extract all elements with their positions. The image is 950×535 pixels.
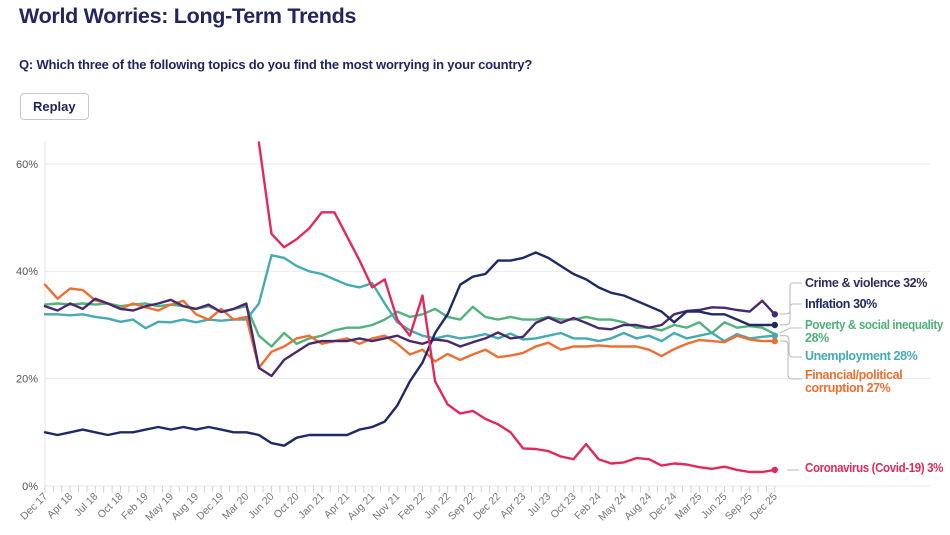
series-line-crime-violence bbox=[43, 297, 776, 378]
x-tick-label: May 24 bbox=[596, 491, 629, 524]
series-end-label: Inflation 30% bbox=[805, 297, 877, 311]
x-tick-label: Aug 19 bbox=[169, 491, 201, 523]
series-end-dot bbox=[771, 466, 778, 474]
x-tick-label: Dec 22 bbox=[471, 491, 503, 523]
x-tick-label: Apr 18 bbox=[45, 491, 75, 521]
series-end-label: Unemployment 28% bbox=[805, 349, 918, 363]
y-tick-label: 60% bbox=[16, 159, 38, 171]
x-tick-label: Dec 17 bbox=[18, 491, 50, 523]
x-tick-label: May 19 bbox=[143, 491, 176, 524]
series-end-dot bbox=[771, 337, 778, 345]
label-leader-lines bbox=[779, 282, 802, 471]
x-tick-label: Dec 19 bbox=[194, 491, 226, 523]
x-tick-label: Oct 20 bbox=[271, 491, 301, 521]
y-gridlines bbox=[45, 163, 930, 487]
series-end-dot bbox=[771, 321, 778, 329]
series-line-poverty-social-inequality bbox=[43, 302, 776, 348]
x-tick-label: Sep 25 bbox=[723, 491, 755, 523]
series-line-inflation bbox=[43, 251, 776, 447]
series-end-labels: Crime & violence 32% Inflation 30% Poverty… bbox=[805, 276, 944, 475]
x-tick-label: Mar 25 bbox=[673, 491, 705, 523]
page-title: World Worries: Long-Term Trends bbox=[19, 4, 357, 28]
replay-button[interactable]: Replay bbox=[20, 93, 89, 120]
series-line-unemployment bbox=[43, 254, 776, 343]
series-end-label: Crime & violence 32% bbox=[805, 276, 927, 290]
x-tick-label: Sep 22 bbox=[446, 491, 478, 523]
series-line-coronavirus-covid-19- bbox=[257, 141, 776, 474]
y-axis-labels: 0% 20% 40% 60% bbox=[16, 159, 38, 493]
x-tick-label: Apr 23 bbox=[498, 491, 528, 521]
series-line-financial-political-corruption bbox=[43, 283, 776, 370]
series-end-label: corruption 27% bbox=[805, 381, 891, 395]
y-tick-label: 0% bbox=[22, 481, 38, 493]
x-tick-label: Feb 22 bbox=[396, 491, 428, 523]
x-tick-label: Jun 20 bbox=[246, 491, 277, 522]
x-tick-label: Mar 20 bbox=[220, 491, 252, 523]
x-tick-label: Aug 24 bbox=[622, 491, 654, 523]
x-tick-label: Jan 21 bbox=[296, 491, 327, 522]
x-axis-ticks bbox=[44, 486, 776, 493]
x-tick-label: Dec 25 bbox=[748, 491, 780, 523]
series-end-label: 28% bbox=[805, 331, 829, 345]
series-end-label: Poverty & social inequality bbox=[805, 318, 943, 332]
series-end-dot bbox=[771, 332, 778, 339]
series-end-label: Coronavirus (Covid-19) 3% bbox=[805, 461, 943, 475]
series-end-dot bbox=[771, 311, 778, 318]
x-tick-label: Dec 24 bbox=[647, 491, 679, 523]
survey-question: Q: Which three of the following topics d… bbox=[19, 57, 533, 72]
x-tick-label: Aug 21 bbox=[345, 491, 377, 523]
y-tick-label: 20% bbox=[16, 373, 38, 385]
y-tick-label: 40% bbox=[16, 266, 38, 278]
x-tick-label: Nov 21 bbox=[370, 491, 402, 523]
series-end-label: Financial/political bbox=[805, 368, 902, 382]
